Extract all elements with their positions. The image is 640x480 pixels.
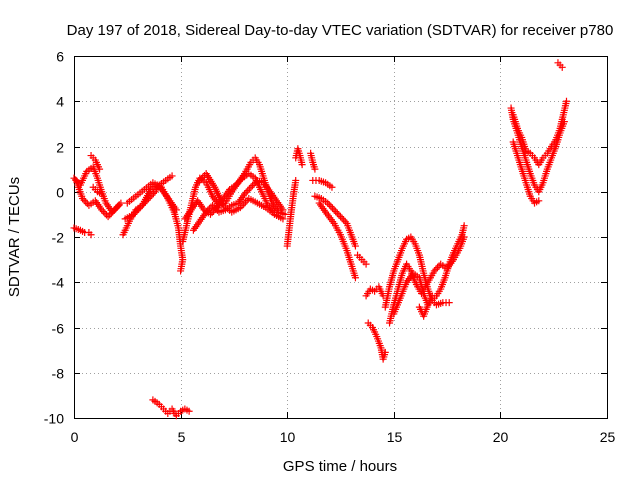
data-points: [70, 59, 570, 420]
y-tick-label: -2: [52, 230, 65, 246]
data-point: [252, 178, 260, 186]
x-tick-label: 25: [600, 429, 616, 445]
data-point: [177, 267, 185, 275]
data-point: [209, 201, 217, 209]
data-point: [99, 208, 107, 216]
plot-frame: [74, 56, 608, 419]
data-point: [351, 242, 359, 250]
data-point: [324, 199, 332, 207]
data-point: [104, 213, 112, 221]
data-point: [87, 231, 95, 239]
data-point: [79, 195, 87, 203]
data-point: [341, 218, 349, 226]
data-point: [109, 208, 117, 216]
chart-title: Day 197 of 2018, Sidereal Day-to-day VTE…: [67, 22, 614, 39]
data-point: [237, 176, 245, 184]
data-point: [208, 209, 216, 217]
y-axis-ticks: 6 4 2 0 -2 -4 -6 -8 -10: [44, 49, 607, 427]
data-point: [460, 222, 468, 230]
data-point: [82, 198, 90, 206]
data-point: [434, 264, 442, 272]
data-point: [351, 274, 359, 282]
y-axis-label: SDTVAR / TECUs: [6, 177, 23, 297]
data-point: [333, 209, 341, 217]
data-point: [338, 214, 346, 222]
data-point: [242, 188, 250, 196]
data-point: [96, 165, 104, 173]
data-point: [428, 292, 436, 300]
data-point: [329, 204, 337, 212]
data-point: [185, 407, 193, 415]
data-point: [381, 348, 389, 356]
data-point: [241, 190, 249, 198]
data-point: [213, 206, 221, 214]
data-point: [247, 183, 255, 191]
data-point: [332, 208, 340, 216]
data-point: [234, 179, 242, 187]
x-axis-ticks: 0 5 10 15 20 25: [71, 56, 616, 445]
data-point: [112, 204, 120, 212]
y-tick-label: 4: [56, 94, 64, 110]
y-tick-label: -6: [52, 321, 65, 337]
data-point: [250, 180, 258, 188]
y-tick-label: -8: [52, 366, 65, 382]
data-point: [298, 161, 306, 169]
data-point: [106, 211, 114, 219]
data-point: [445, 299, 453, 307]
data-point: [327, 202, 335, 210]
data-point: [101, 209, 109, 217]
data-point: [168, 172, 176, 180]
y-tick-label: -4: [52, 275, 65, 291]
y-tick-label: 0: [56, 185, 64, 201]
data-point: [311, 165, 319, 173]
data-point: [98, 190, 106, 198]
data-point: [340, 216, 348, 224]
data-point: [107, 209, 115, 217]
data-point: [292, 176, 300, 184]
data-point: [362, 260, 370, 268]
data-point: [244, 187, 252, 195]
y-tick-label: 2: [56, 140, 64, 156]
data-point: [432, 265, 440, 273]
data-point: [210, 203, 218, 211]
data-point: [279, 215, 287, 223]
x-axis-label: GPS time / hours: [283, 458, 397, 475]
x-tick-label: 20: [493, 429, 509, 445]
data-point: [232, 181, 240, 189]
data-point: [98, 206, 106, 214]
data-point: [281, 210, 289, 218]
data-point: [328, 183, 336, 191]
x-tick-label: 15: [387, 429, 403, 445]
data-point: [212, 205, 220, 213]
data-point: [337, 213, 344, 221]
data-point: [204, 206, 212, 214]
data-point: [205, 205, 213, 213]
data-point: [114, 202, 122, 210]
y-tick-label: -10: [44, 411, 64, 427]
data-point: [202, 208, 210, 216]
data-point: [558, 63, 566, 71]
data-point: [279, 206, 287, 214]
x-tick-label: 10: [280, 429, 296, 445]
data-point: [117, 199, 125, 207]
x-tick-label: 0: [71, 429, 79, 445]
data-point: [430, 267, 438, 275]
data-point: [245, 185, 253, 193]
data-point: [562, 97, 570, 105]
data-point: [115, 201, 123, 209]
data-point: [235, 178, 243, 186]
x-tick-label: 5: [178, 429, 186, 445]
y-tick-label: 6: [56, 49, 64, 65]
data-point: [335, 211, 343, 219]
data-point: [460, 233, 468, 241]
data-point: [80, 196, 88, 204]
data-point: [111, 206, 119, 214]
data-point: [535, 197, 543, 205]
data-point: [330, 206, 338, 214]
data-point: [249, 182, 257, 190]
data-point: [325, 201, 333, 209]
